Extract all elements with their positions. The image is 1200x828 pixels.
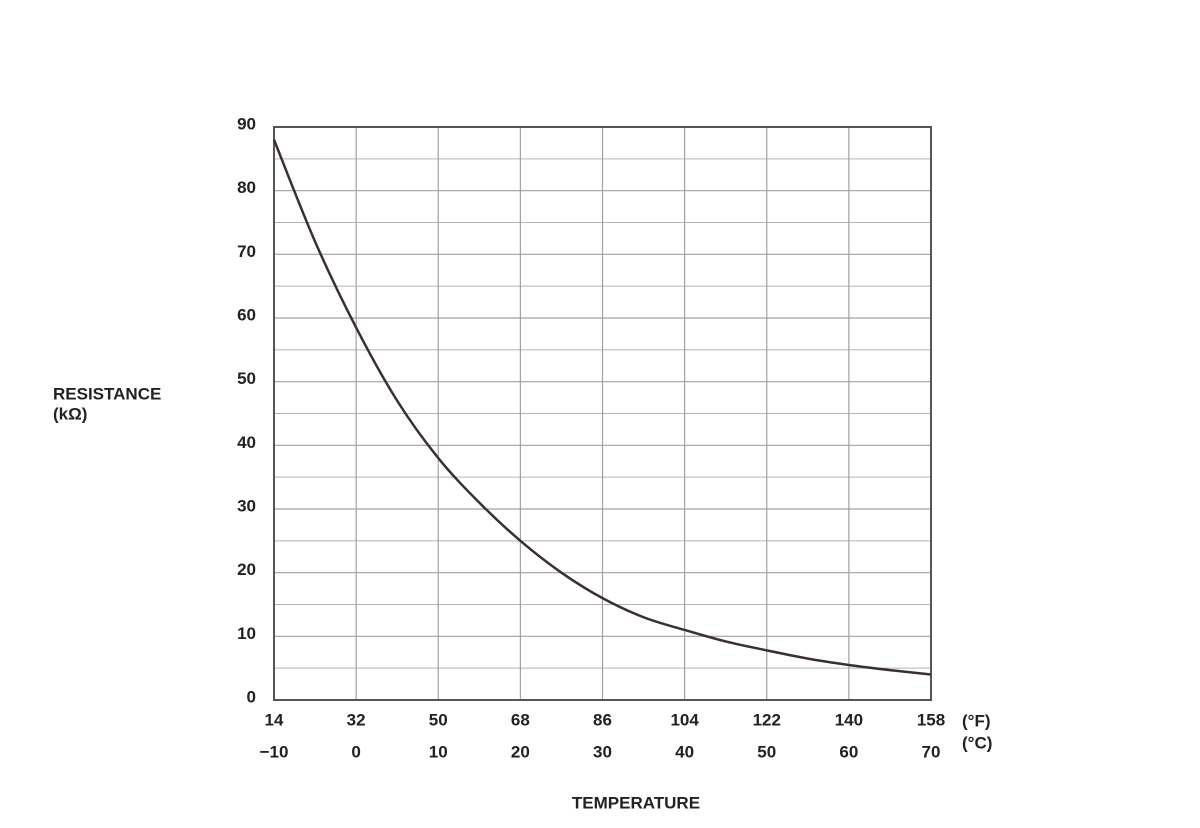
y-tick-label: 70	[237, 242, 256, 261]
x-tick-label: 40	[675, 742, 694, 761]
x-axis-title: TEMPERATURE	[572, 793, 700, 812]
x-tick-label: 10	[429, 742, 448, 761]
y-tick-label: 80	[237, 178, 256, 197]
y-tick-label: 0	[247, 687, 256, 706]
x-tick-label: 20	[511, 742, 530, 761]
plot-frame	[273, 126, 932, 701]
x2-tick-label: 140	[835, 710, 863, 729]
x2-tick-label: 50	[429, 710, 448, 729]
x2-unit: (°F)	[962, 711, 991, 730]
x2-tick-label: 122	[753, 710, 781, 729]
x2-tick-label: 32	[347, 710, 366, 729]
x2-tick-label: 104	[670, 710, 699, 729]
y-tick-label: 30	[237, 496, 256, 515]
x2-tick-label: 86	[593, 710, 612, 729]
y-axis-title: RESISTANCE	[53, 384, 161, 403]
x-unit: (°C)	[962, 733, 992, 752]
x-tick-label: −10	[260, 742, 289, 761]
x2-tick-label: 68	[511, 710, 530, 729]
x-tick-label: 30	[593, 742, 612, 761]
y-tick-label: 10	[237, 624, 256, 643]
x2-tick-label: 14	[265, 710, 284, 729]
x-tick-label: 50	[757, 742, 776, 761]
y-tick-label: 50	[237, 369, 256, 388]
x-tick-label: 70	[922, 742, 941, 761]
y-tick-label: 60	[237, 305, 256, 324]
y-axis-unit: (kΩ)	[53, 404, 87, 423]
line-series	[272, 139, 932, 676]
y-tick-label: 40	[237, 433, 256, 452]
x-tick-label: 60	[839, 742, 858, 761]
y-tick-label: 20	[237, 560, 256, 579]
x2-tick-label: 158	[917, 710, 945, 729]
y-tick-label: 90	[237, 114, 256, 133]
x-tick-label: 0	[351, 742, 360, 761]
